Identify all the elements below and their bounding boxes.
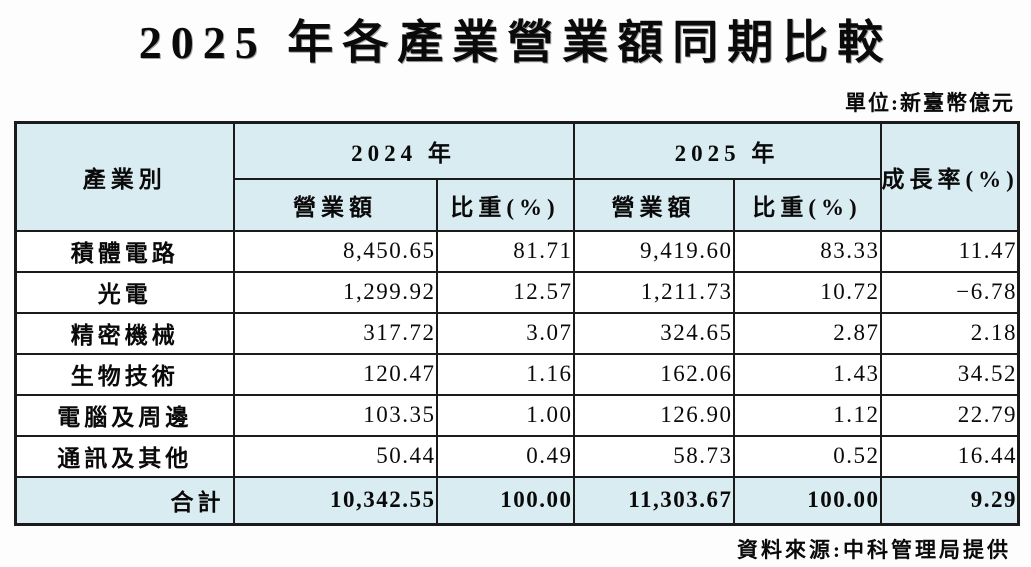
cell-industry: 光電	[14, 270, 235, 314]
cell-revenue-2025: 324.65	[572, 311, 735, 355]
total-share-2025: 100.00	[732, 475, 882, 526]
industry-revenue-table: 產業別 2024 年 2025 年 成長率(%) 營業額 比重(%) 營業額 比…	[14, 121, 1020, 526]
header-growth-rate: 成長率(%)	[879, 121, 1020, 232]
cell-revenue-2024: 317.72	[232, 311, 438, 355]
header-year-2024: 2024 年	[232, 121, 575, 180]
header-industry: 產業別	[14, 121, 235, 232]
table-body: 積體電路 8,450.65 81.71 9,419.60 83.33 11.47…	[14, 229, 1020, 526]
cell-share-2025: 1.43	[732, 352, 882, 396]
cell-revenue-2025: 1,211.73	[572, 270, 735, 314]
source-note: 資料來源:中科管理局提供	[737, 538, 1011, 562]
cell-share-2024: 3.07	[435, 311, 575, 355]
table-row: 生物技術 120.47 1.16 162.06 1.43 34.52	[14, 352, 1020, 396]
cell-growth: 22.79	[879, 393, 1020, 437]
total-growth: 9.29	[879, 475, 1020, 526]
cell-revenue-2025: 162.06	[572, 352, 735, 396]
cell-share-2024: 0.49	[435, 434, 575, 478]
cell-share-2024: 81.71	[435, 229, 575, 273]
cell-growth: 11.47	[879, 229, 1020, 273]
cell-revenue-2024: 8,450.65	[232, 229, 438, 273]
cell-industry: 通訊及其他	[14, 434, 235, 478]
total-revenue-2024: 10,342.55	[232, 475, 438, 526]
cell-revenue-2025: 58.73	[572, 434, 735, 478]
header-revenue-2025: 營業額	[572, 177, 735, 232]
total-share-2024: 100.00	[435, 475, 575, 526]
cell-revenue-2024: 50.44	[232, 434, 438, 478]
cell-industry: 積體電路	[14, 229, 235, 273]
cell-share-2024: 12.57	[435, 270, 575, 314]
cell-growth: 34.52	[879, 352, 1020, 396]
cell-revenue-2024: 103.35	[232, 393, 438, 437]
table-row: 光電 1,299.92 12.57 1,211.73 10.72 −6.78	[14, 270, 1020, 314]
table-header: 產業別 2024 年 2025 年 成長率(%) 營業額 比重(%) 營業額 比…	[14, 121, 1020, 232]
total-revenue-2025: 11,303.67	[572, 475, 735, 526]
cell-growth: 2.18	[879, 311, 1020, 355]
cell-share-2025: 0.52	[732, 434, 882, 478]
cell-industry: 電腦及周邊	[14, 393, 235, 437]
table-row: 電腦及周邊 103.35 1.00 126.90 1.12 22.79	[14, 393, 1020, 437]
total-label: 合計	[14, 475, 235, 526]
cell-share-2024: 1.16	[435, 352, 575, 396]
header-share-2024: 比重(%)	[435, 177, 575, 232]
cell-revenue-2024: 120.47	[232, 352, 438, 396]
cell-revenue-2024: 1,299.92	[232, 270, 438, 314]
cell-share-2025: 10.72	[732, 270, 882, 314]
cell-industry: 生物技術	[14, 352, 235, 396]
cell-revenue-2025: 126.90	[572, 393, 735, 437]
table-row: 積體電路 8,450.65 81.71 9,419.60 83.33 11.47	[14, 229, 1020, 273]
cell-share-2024: 1.00	[435, 393, 575, 437]
cell-share-2025: 1.12	[732, 393, 882, 437]
table-row: 通訊及其他 50.44 0.49 58.73 0.52 16.44	[14, 434, 1020, 478]
table-total-row: 合計 10,342.55 100.00 11,303.67 100.00 9.2…	[14, 475, 1020, 526]
header-year-2025: 2025 年	[572, 121, 882, 180]
cell-share-2025: 83.33	[732, 229, 882, 273]
table-row: 精密機械 317.72 3.07 324.65 2.87 2.18	[14, 311, 1020, 355]
cell-revenue-2025: 9,419.60	[572, 229, 735, 273]
unit-note: 單位:新臺幣億元	[845, 91, 1015, 115]
cell-growth: 16.44	[879, 434, 1020, 478]
page-title: 2025 年各產業營業額同期比較	[138, 17, 893, 68]
header-revenue-2024: 營業額	[232, 177, 438, 232]
cell-industry: 精密機械	[14, 311, 235, 355]
cell-share-2025: 2.87	[732, 311, 882, 355]
cell-growth: −6.78	[879, 270, 1020, 314]
header-share-2025: 比重(%)	[732, 177, 882, 232]
